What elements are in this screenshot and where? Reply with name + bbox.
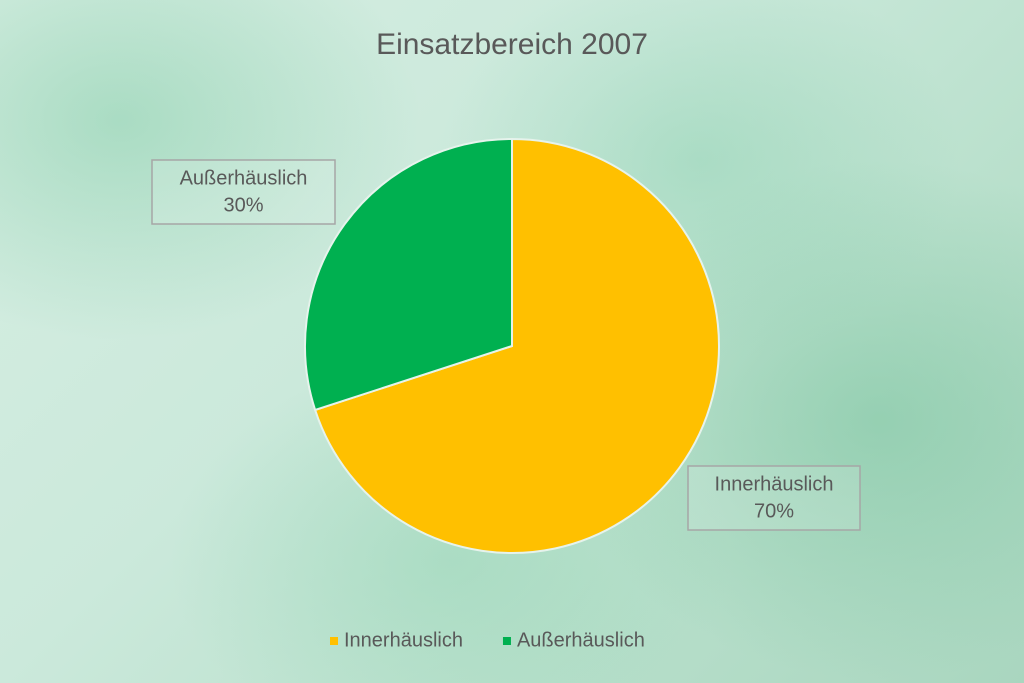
data-label-name: Außerhäuslich [180,167,308,189]
legend-swatch [502,637,511,645]
callout-box [687,465,861,531]
callout-box [151,159,336,225]
data-label-value: 70% [754,500,794,522]
data-label-value: 30% [223,194,263,216]
chart-title: Einsatzbereich 2007 [376,28,648,61]
pie-slice [313,137,720,554]
legend-swatch [330,637,338,645]
pie-slice [304,137,513,412]
data-label-name: Innerhäuslich [715,473,834,495]
legend-label: Außerhäuslich [517,629,645,651]
legend-label: Innerhäuslich [344,629,463,651]
